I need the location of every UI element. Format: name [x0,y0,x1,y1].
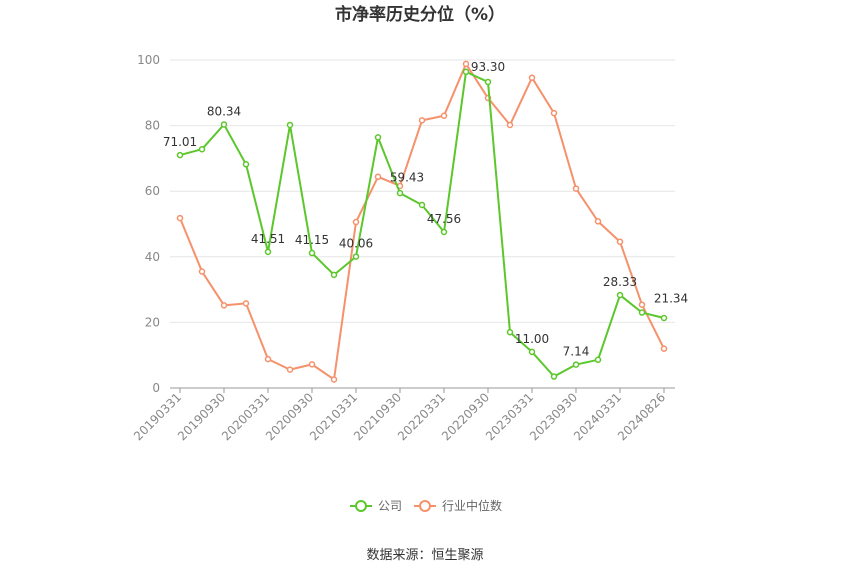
data-label: 11.00 [515,332,549,346]
series-line-industry-median [179,62,665,381]
y-tick-label: 40 [145,250,160,264]
data-point [616,291,624,299]
data-point [550,373,558,380]
data-point [176,214,184,222]
data-point [462,68,470,76]
data-point [242,300,250,307]
data-point [638,309,646,316]
y-tick-label: 100 [137,53,160,67]
data-point [264,248,272,256]
data-point [176,151,184,159]
data-point [418,117,426,124]
chart-title: 市净率历史分位（%） [335,4,505,25]
data-label: 41.51 [251,232,285,246]
data-point [286,121,294,129]
legend-label: 行业中位数 [442,498,502,513]
legend-swatch-marker [355,500,367,512]
data-point [660,345,668,352]
x-axis: 2019033120190930202003312020093020210331… [131,387,675,443]
data-point [616,238,624,245]
data-point [352,218,360,226]
data-point [528,74,536,81]
data-point [572,185,580,192]
legend-label: 公司 [378,499,402,513]
data-label: 7.14 [563,345,590,359]
data-point [198,145,206,153]
y-tick-label: 60 [145,184,160,198]
data-point [374,173,382,181]
data-point [506,121,514,129]
grid-lines [170,59,675,323]
data-point [220,302,228,309]
x-tick-label: 20240826 [615,390,668,443]
legend-item-industry-median[interactable]: 行业中位数 [414,498,502,513]
data-label: 47.56 [427,212,461,226]
data-label: 80.34 [207,104,241,118]
data-point [286,366,294,373]
data-point [440,112,448,120]
legend-swatch-marker [419,500,431,512]
data-point [330,376,338,383]
data-point [462,60,470,68]
source-note: 数据来源：恒生聚源 [366,548,483,563]
data-label: 71.01 [163,135,197,149]
data-point [660,314,668,322]
data-label: 93.30 [471,60,505,74]
data-point [308,361,316,368]
series-group [176,60,668,383]
data-point [572,361,580,368]
data-point [594,218,602,225]
data-point [198,268,206,275]
data-point [264,355,272,363]
y-axis-ticks: 0 20 40 60 80 100 [137,53,160,395]
data-point [242,161,250,168]
data-point [594,356,602,364]
data-point [374,134,382,141]
data-point [506,328,514,336]
data-label: 28.33 [603,275,637,289]
data-label: 59.43 [390,170,424,184]
data-point [396,189,404,197]
data-point [638,301,646,308]
data-label: 21.34 [654,292,688,306]
data-label: 41.15 [295,233,329,247]
data-labels: 71.01 80.34 41.51 41.15 40.06 59.43 47.56 93.30… [163,60,688,359]
data-point [528,348,536,356]
legend-item-company[interactable]: 公司 [350,499,402,513]
data-point [484,78,492,86]
y-tick-label: 20 [145,315,160,329]
data-point [352,253,360,260]
data-label: 40.06 [339,237,373,251]
data-point [308,249,316,257]
data-point [418,201,426,209]
y-tick-label: 80 [145,119,160,133]
legend[interactable]: 公司 行业中位数 [350,498,502,513]
data-point [330,271,338,279]
data-point [220,121,228,128]
data-point [440,228,448,236]
data-point [550,109,558,117]
y-tick-label: 0 [152,381,160,395]
